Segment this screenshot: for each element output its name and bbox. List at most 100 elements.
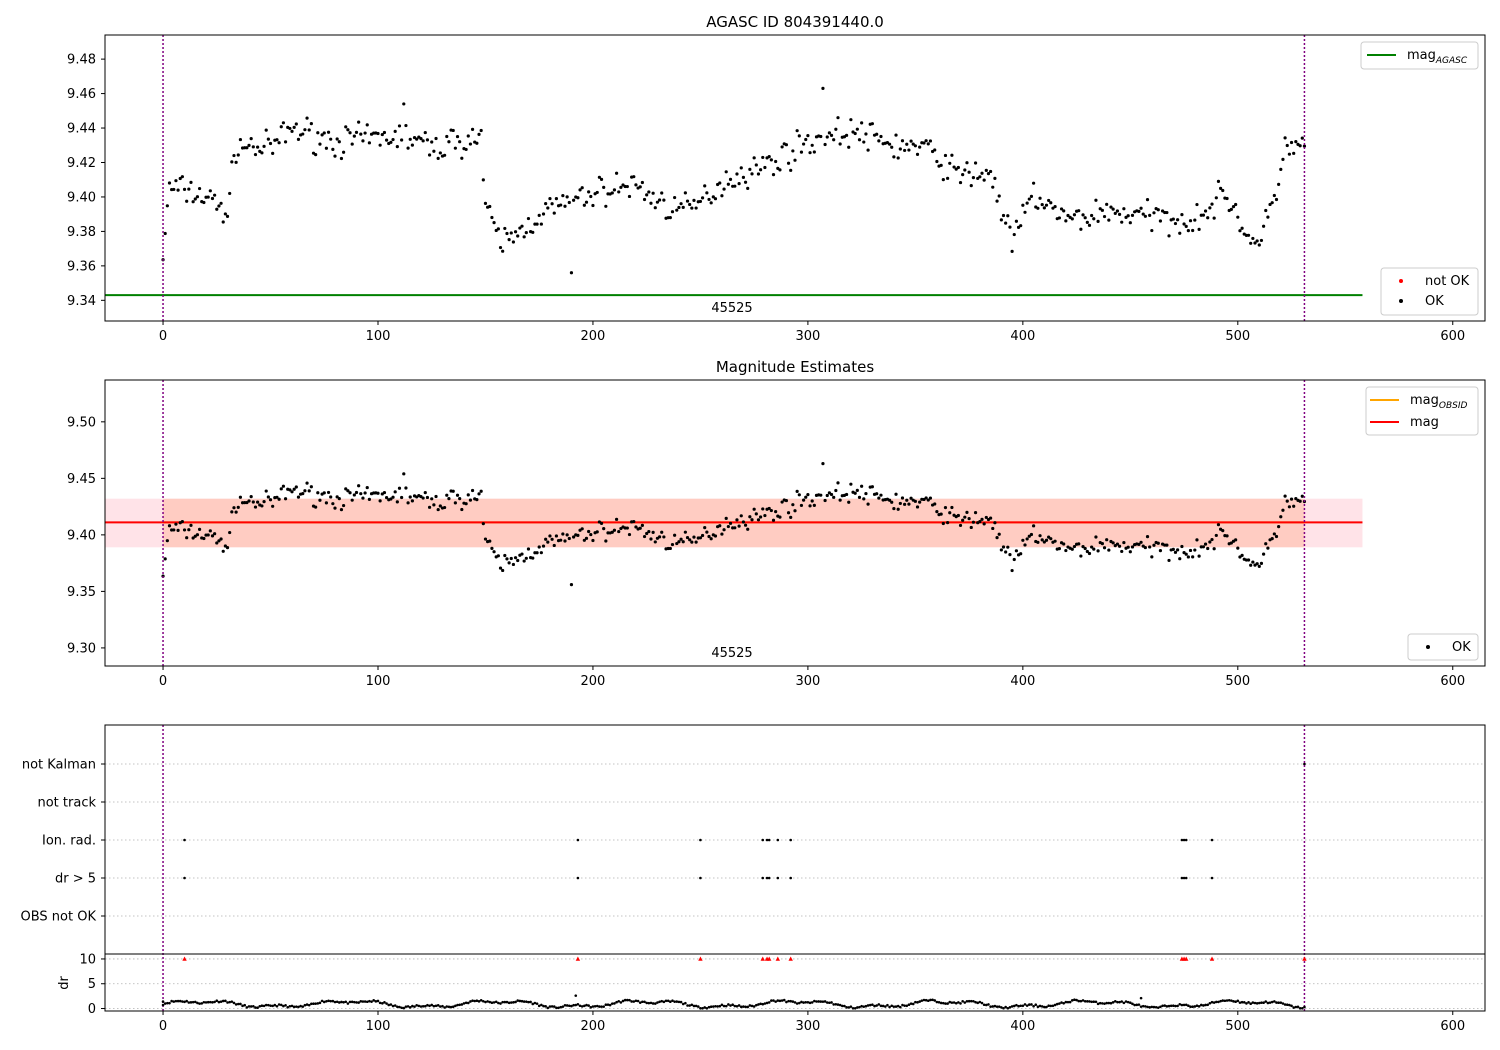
agasc-ok-point bbox=[275, 138, 279, 142]
dr-point bbox=[995, 1005, 999, 1008]
agasc-ok-point bbox=[251, 145, 255, 149]
dr-point bbox=[580, 1005, 584, 1008]
magnitude-ok-point bbox=[999, 548, 1003, 552]
dr-point bbox=[1247, 1001, 1250, 1004]
magnitude-ok-point bbox=[253, 505, 258, 509]
magnitude-ok-point bbox=[1025, 537, 1029, 541]
dr-point bbox=[1292, 1006, 1295, 1009]
magnitude-ok-point bbox=[808, 504, 812, 508]
agasc-ok-point bbox=[625, 184, 629, 189]
agasc-ok-point bbox=[627, 194, 632, 199]
agasc-ok-point bbox=[946, 176, 950, 180]
agasc-ok-point bbox=[774, 159, 778, 164]
magnitude-ok-point bbox=[690, 540, 694, 544]
magnitude-ok-point bbox=[946, 521, 950, 525]
agasc-line-legend: magAGASC bbox=[1360, 41, 1479, 70]
dr-point bbox=[518, 999, 522, 1003]
agasc-ok-point bbox=[599, 177, 604, 181]
agasc-ok-point bbox=[969, 184, 973, 188]
agasc-ok-point bbox=[619, 185, 623, 189]
dr-point bbox=[770, 999, 773, 1002]
magnitude-ok-point bbox=[236, 505, 240, 509]
dr-point bbox=[1225, 999, 1229, 1002]
dr-point bbox=[862, 1005, 866, 1008]
agasc-ok-point bbox=[395, 145, 399, 149]
dr-point bbox=[709, 1005, 713, 1008]
agasc-ok-point bbox=[322, 131, 326, 135]
magnitude-y-tick-label: 9.35 bbox=[67, 585, 96, 600]
agasc-ok-point bbox=[1180, 213, 1184, 217]
magnitude-ok-point bbox=[943, 506, 948, 510]
dr-point bbox=[918, 1000, 921, 1003]
dr-point bbox=[406, 1005, 410, 1008]
agasc-ok-point bbox=[335, 137, 339, 141]
agasc-ok-point bbox=[1141, 212, 1145, 216]
agasc-ok-point bbox=[232, 153, 236, 158]
magnitude-ok-point bbox=[1261, 552, 1266, 556]
agasc-ok-point bbox=[1287, 152, 1291, 156]
dr-point bbox=[830, 1001, 833, 1004]
agasc-ok-point bbox=[393, 129, 397, 133]
agasc-ok-point bbox=[408, 137, 412, 141]
dr-point bbox=[692, 1004, 696, 1008]
dr-point bbox=[1075, 998, 1078, 1002]
agasc-ok-point bbox=[1010, 249, 1014, 253]
magnitude-ok-point bbox=[877, 496, 881, 500]
magnitude-ok-point bbox=[384, 495, 389, 500]
magnitude-ok-point bbox=[1070, 547, 1074, 551]
agasc-ok-point bbox=[324, 146, 329, 150]
magnitude-ok-point bbox=[509, 556, 513, 561]
magnitude-ok-point bbox=[357, 484, 361, 488]
magnitude-ok-point bbox=[348, 491, 352, 495]
agasc-ok-point bbox=[1165, 210, 1169, 215]
dr-point bbox=[185, 999, 188, 1003]
dr-point bbox=[1268, 1001, 1272, 1004]
dr-point bbox=[972, 999, 975, 1003]
agasc-ok-point bbox=[1122, 207, 1126, 211]
agasc-ok-point bbox=[283, 140, 288, 144]
agasc-ok-point bbox=[1006, 214, 1010, 218]
magnitude-ok-point bbox=[531, 556, 535, 560]
agasc-ok-point bbox=[1191, 228, 1195, 233]
dr-point bbox=[204, 1001, 208, 1004]
magnitude-ok-point bbox=[1221, 529, 1225, 533]
dr-point bbox=[479, 998, 483, 1002]
magnitude-ok-point bbox=[825, 493, 829, 498]
dr-point bbox=[724, 1004, 728, 1008]
magnitude-ok-point bbox=[681, 540, 685, 544]
agasc-ok-point bbox=[911, 142, 915, 146]
magnitude-panel-axes: 9.309.359.409.459.500 100 200 300 400 500 600 bbox=[67, 415, 1465, 689]
agasc-ok-point bbox=[657, 198, 662, 202]
agasc-ok-point bbox=[245, 146, 249, 150]
magnitude-ok-point bbox=[1188, 548, 1193, 553]
agasc-point-legend: not OK OK bbox=[1380, 267, 1479, 316]
magnitude-ok-point bbox=[305, 481, 309, 485]
magnitude-ok-point bbox=[724, 516, 728, 520]
dr-point bbox=[494, 1000, 498, 1004]
magnitude-ok-point bbox=[853, 491, 857, 495]
magnitude-ok-point bbox=[1092, 547, 1096, 551]
dr-point bbox=[825, 1001, 829, 1004]
magnitude-ok-point bbox=[1001, 545, 1006, 549]
agasc-ok-point bbox=[262, 144, 266, 148]
dr-point bbox=[1199, 1003, 1203, 1007]
magnitude-ok-point bbox=[971, 520, 976, 524]
agasc-y-tick-label: 9.38 bbox=[67, 225, 96, 240]
agasc-ok-point bbox=[314, 153, 318, 157]
magnitude-ok-point bbox=[436, 507, 440, 512]
agasc-ok-point bbox=[1109, 205, 1113, 209]
legend-mag-obsid: magOBSID bbox=[1410, 393, 1468, 411]
magnitude-ok-point bbox=[1203, 542, 1208, 546]
magnitude-ok-point bbox=[1040, 538, 1044, 542]
magnitude-ok-point bbox=[277, 497, 281, 501]
agasc-ok-point bbox=[1281, 157, 1285, 162]
agasc-y-tick-label: 9.36 bbox=[67, 259, 96, 274]
magnitude-ok-point bbox=[490, 546, 494, 550]
agasc-y-tick-label: 9.42 bbox=[67, 156, 96, 171]
flag-point bbox=[1184, 876, 1188, 880]
magnitude-ok-point bbox=[1180, 544, 1184, 549]
magnitude-ok-point bbox=[455, 493, 460, 497]
agasc-ok-point bbox=[1234, 202, 1238, 207]
agasc-ok-point bbox=[247, 143, 251, 147]
dr-point bbox=[1232, 1000, 1235, 1003]
